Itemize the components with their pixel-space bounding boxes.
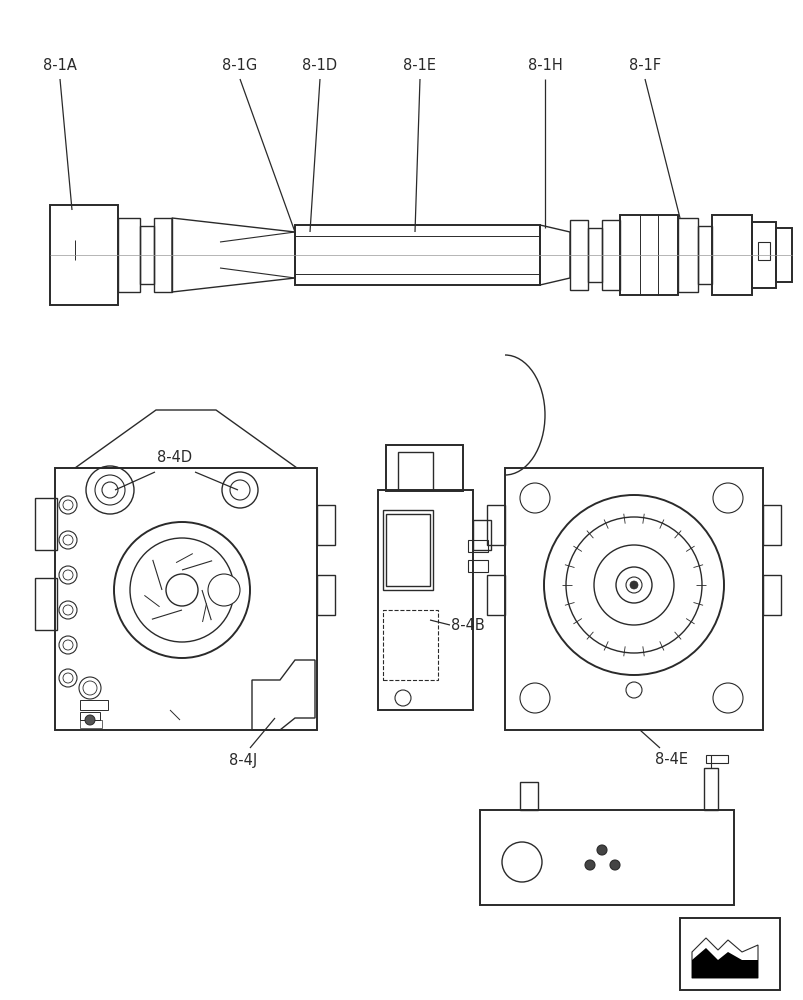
Bar — [154, 218, 172, 292]
Bar — [762, 505, 780, 545]
Bar — [757, 242, 769, 260]
Text: 8-1A: 8-1A — [43, 58, 77, 73]
Bar — [377, 490, 472, 710]
Text: 8-1H: 8-1H — [527, 58, 561, 73]
Circle shape — [85, 715, 95, 725]
Bar — [677, 218, 697, 292]
Bar — [467, 540, 487, 552]
Bar — [762, 575, 780, 615]
Bar — [50, 205, 118, 305]
Text: 8-4D: 8-4D — [157, 450, 193, 466]
Text: 8-4J: 8-4J — [229, 752, 257, 768]
Bar — [382, 510, 433, 590]
Bar — [775, 228, 791, 282]
Text: 8-1D: 8-1D — [302, 58, 337, 73]
Bar — [703, 768, 717, 810]
Bar — [619, 215, 677, 295]
Bar — [295, 225, 540, 285]
Bar — [705, 755, 727, 763]
Bar — [35, 498, 57, 550]
Circle shape — [630, 581, 638, 589]
Bar — [504, 468, 762, 730]
Bar — [587, 228, 601, 282]
Text: 8-1E: 8-1E — [403, 58, 436, 73]
Text: 8-4E: 8-4E — [654, 752, 687, 768]
Text: 8-1G: 8-1G — [222, 58, 257, 73]
Bar — [711, 215, 751, 295]
Bar — [520, 782, 537, 810]
Circle shape — [208, 574, 240, 606]
Polygon shape — [691, 948, 757, 978]
Bar — [140, 226, 154, 284]
Circle shape — [609, 860, 619, 870]
Bar — [80, 712, 100, 720]
Bar — [80, 700, 108, 710]
Bar — [316, 505, 335, 545]
Text: 8-4B: 8-4B — [450, 617, 484, 632]
Text: 8-1F: 8-1F — [628, 58, 660, 73]
Bar — [487, 505, 504, 545]
Circle shape — [585, 860, 594, 870]
Bar — [601, 220, 619, 290]
Bar — [487, 575, 504, 615]
Bar — [385, 445, 463, 491]
Bar — [55, 468, 316, 730]
Bar — [679, 918, 779, 990]
Bar — [472, 520, 491, 550]
Bar — [697, 226, 711, 284]
Bar — [80, 720, 102, 728]
Bar — [467, 560, 487, 572]
Bar — [35, 578, 57, 630]
Bar — [569, 220, 587, 290]
Bar — [316, 575, 335, 615]
Bar — [479, 810, 733, 905]
Bar — [397, 452, 433, 490]
Bar — [382, 610, 438, 680]
Circle shape — [597, 845, 606, 855]
Bar — [118, 218, 140, 292]
Bar — [751, 222, 775, 288]
Bar — [385, 514, 430, 586]
